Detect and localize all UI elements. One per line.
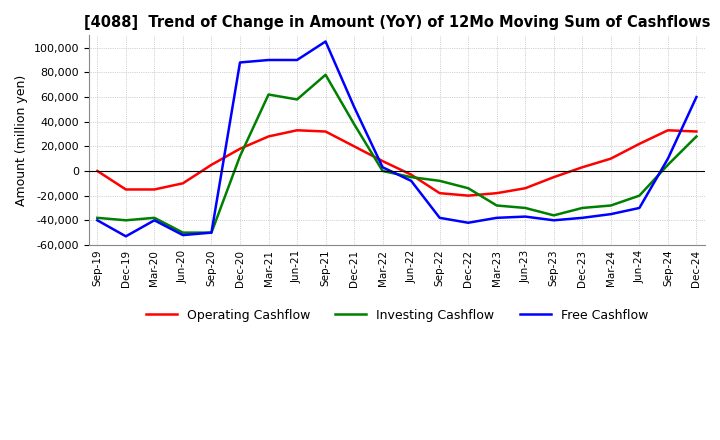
Investing Cashflow: [492, 203, 501, 208]
Operating Cashflow: [122, 187, 130, 192]
Operating Cashflow: [264, 134, 273, 139]
Free Cashflow: [578, 215, 587, 220]
Free Cashflow: [464, 220, 472, 225]
Free Cashflow: [635, 205, 644, 211]
Investing Cashflow: [207, 230, 216, 235]
Line: Operating Cashflow: Operating Cashflow: [97, 130, 696, 196]
Investing Cashflow: [235, 154, 244, 159]
Free Cashflow: [664, 156, 672, 161]
Free Cashflow: [264, 57, 273, 62]
Free Cashflow: [293, 57, 302, 62]
Operating Cashflow: [321, 129, 330, 134]
Operating Cashflow: [606, 156, 615, 161]
Operating Cashflow: [235, 146, 244, 151]
Investing Cashflow: [692, 134, 701, 139]
Free Cashflow: [350, 104, 359, 110]
Operating Cashflow: [549, 175, 558, 180]
Operating Cashflow: [492, 191, 501, 196]
Free Cashflow: [606, 212, 615, 217]
Operating Cashflow: [578, 165, 587, 170]
Legend: Operating Cashflow, Investing Cashflow, Free Cashflow: Operating Cashflow, Investing Cashflow, …: [140, 304, 653, 327]
Investing Cashflow: [293, 97, 302, 102]
Operating Cashflow: [179, 181, 187, 186]
Y-axis label: Amount (million yen): Amount (million yen): [15, 74, 28, 206]
Free Cashflow: [549, 218, 558, 223]
Free Cashflow: [492, 215, 501, 220]
Investing Cashflow: [321, 72, 330, 77]
Operating Cashflow: [464, 193, 472, 198]
Operating Cashflow: [150, 187, 158, 192]
Investing Cashflow: [350, 121, 359, 127]
Free Cashflow: [321, 39, 330, 44]
Operating Cashflow: [436, 191, 444, 196]
Investing Cashflow: [150, 215, 158, 220]
Investing Cashflow: [436, 178, 444, 183]
Operating Cashflow: [407, 172, 415, 177]
Investing Cashflow: [122, 218, 130, 223]
Free Cashflow: [235, 60, 244, 65]
Investing Cashflow: [93, 215, 102, 220]
Operating Cashflow: [692, 129, 701, 134]
Operating Cashflow: [521, 186, 530, 191]
Investing Cashflow: [464, 186, 472, 191]
Line: Investing Cashflow: Investing Cashflow: [97, 75, 696, 233]
Operating Cashflow: [350, 144, 359, 149]
Investing Cashflow: [378, 169, 387, 174]
Investing Cashflow: [549, 213, 558, 218]
Operating Cashflow: [293, 128, 302, 133]
Free Cashflow: [378, 165, 387, 170]
Investing Cashflow: [264, 92, 273, 97]
Investing Cashflow: [521, 205, 530, 211]
Free Cashflow: [207, 230, 216, 235]
Operating Cashflow: [664, 128, 672, 133]
Free Cashflow: [692, 94, 701, 99]
Title: [4088]  Trend of Change in Amount (YoY) of 12Mo Moving Sum of Cashflows: [4088] Trend of Change in Amount (YoY) o…: [84, 15, 710, 30]
Operating Cashflow: [207, 162, 216, 168]
Operating Cashflow: [93, 169, 102, 174]
Investing Cashflow: [179, 230, 187, 235]
Operating Cashflow: [635, 141, 644, 147]
Free Cashflow: [150, 218, 158, 223]
Investing Cashflow: [664, 162, 672, 168]
Operating Cashflow: [378, 158, 387, 164]
Free Cashflow: [179, 232, 187, 238]
Free Cashflow: [122, 234, 130, 239]
Investing Cashflow: [578, 205, 587, 211]
Free Cashflow: [436, 215, 444, 220]
Investing Cashflow: [606, 203, 615, 208]
Line: Free Cashflow: Free Cashflow: [97, 41, 696, 236]
Free Cashflow: [407, 178, 415, 183]
Free Cashflow: [521, 214, 530, 219]
Investing Cashflow: [635, 193, 644, 198]
Free Cashflow: [93, 218, 102, 223]
Investing Cashflow: [407, 175, 415, 180]
